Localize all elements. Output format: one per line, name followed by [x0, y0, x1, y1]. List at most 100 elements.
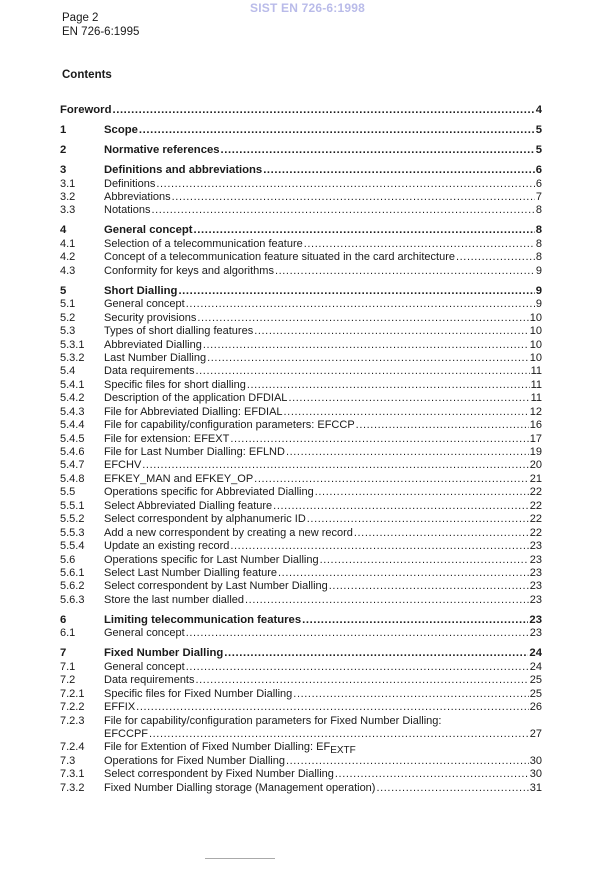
toc-entry[interactable]: 5.4.8 EFKEY_MAN and EFKEY_OP 21: [60, 473, 542, 486]
dot-leader: [286, 755, 529, 768]
toc-entry-title-text: EFFIX: [104, 701, 136, 714]
toc-entry[interactable]: 7.3.2 Fixed Number Dialling storage (Mana…: [60, 782, 542, 795]
toc-entry[interactable]: 5.4.4 File for capability/configuration p…: [60, 419, 542, 432]
toc-entry[interactable]: 1 Scope 5: [60, 124, 542, 137]
toc-entry[interactable]: 7.1 General concept 24: [60, 661, 542, 674]
toc-entry-title-text: General concept: [104, 627, 185, 640]
toc-entry-title-text: Short Dialling: [104, 284, 178, 297]
toc-entry[interactable]: 5.4.3 File for Abbreviated Dialling: EFDI…: [60, 406, 542, 419]
toc-entry[interactable]: 6 Limiting telecommunication features 23: [60, 614, 542, 627]
toc-entry[interactable]: 7.2.1 Specific files for Fixed Number Dia…: [60, 688, 542, 701]
toc-entry[interactable]: EFCCPF 27: [60, 728, 542, 741]
toc-entry[interactable]: Foreword 4: [60, 104, 542, 117]
toc-entry[interactable]: 5.1 General concept 9: [60, 298, 542, 311]
toc-entry[interactable]: 5.5.1 Select Abbreviated Dialling feature…: [60, 500, 542, 513]
dot-leader: [230, 433, 528, 446]
toc-entry[interactable]: 3 Definitions and abbreviations 6: [60, 164, 542, 177]
toc-entry-title: File for extension: EFEXT: [104, 433, 229, 446]
toc-entry-number: 7.3.2: [60, 781, 85, 794]
dot-leader: [196, 674, 529, 687]
dot-leader: [247, 379, 530, 392]
toc-entry-title: Data requirements: [104, 674, 195, 687]
dot-leader: [112, 104, 534, 117]
toc-entry-title: Short Dialling: [104, 285, 177, 298]
toc-entry-title: Abbreviations: [104, 191, 171, 204]
toc-entry-page: 10: [529, 338, 542, 351]
toc-entry-page: 8: [535, 224, 542, 237]
toc-entry[interactable]: 5.3.1 Abbreviated Dialling 10: [60, 339, 542, 352]
dot-leader: [315, 486, 529, 499]
toc-entry[interactable]: 3.2 Abbreviations 7: [60, 191, 542, 204]
toc-entry-title-text: Scope: [104, 124, 138, 137]
toc-entry[interactable]: 5.3 Types of short dialling features 10: [60, 325, 542, 338]
toc-entry-number: 5.4.7: [60, 459, 85, 472]
toc-entry-number: 5.6: [60, 553, 76, 566]
toc-entry[interactable]: 3.3 Notations 8: [60, 204, 542, 217]
toc-entry[interactable]: 7.2.3 File for capability/configuration p…: [60, 715, 542, 728]
toc-entry[interactable]: 5.5.2 Select correspondent by alphanumeri…: [60, 513, 542, 526]
watermark: SIST EN 726-6:1998: [250, 1, 365, 15]
toc-entry[interactable]: 4.1 Selection of a telecommunication feat…: [60, 238, 542, 251]
toc-entry-page: 6: [535, 164, 542, 177]
toc-entry-page: 8: [535, 204, 542, 217]
dot-leader: [335, 768, 529, 781]
toc-entry-page: 23: [529, 540, 542, 553]
toc-entry-page: 23: [529, 627, 542, 640]
dot-leader: [186, 298, 535, 311]
toc-entry[interactable]: 5.4 Data requirements 11: [60, 365, 542, 378]
toc-entry-title: General concept: [104, 224, 193, 237]
dot-leader: [273, 500, 529, 513]
toc-entry-title: Description of the application DFDIAL: [104, 392, 287, 405]
toc-entry[interactable]: 5.4.7 EFCHV 20: [60, 459, 542, 472]
toc-entry[interactable]: 3.1 Definitions 6: [60, 178, 542, 191]
toc-entry-title-text: EFCHV: [104, 459, 142, 472]
toc-entry-number: 5.6.3: [60, 593, 85, 606]
dot-leader: [207, 352, 529, 365]
toc-entry-title: Operations specific for Last Number Dial…: [104, 554, 319, 567]
toc-entry[interactable]: 7.3 Operations for Fixed Number Dialling 3…: [60, 755, 542, 768]
toc-entry[interactable]: 5.4.5 File for extension: EFEXT 17: [60, 433, 542, 446]
toc-entry[interactable]: 5.6.1 Select Last Number Dialling feature…: [60, 567, 542, 580]
toc-entry[interactable]: 2 Normative references 5: [60, 144, 542, 157]
toc-entry[interactable]: 5.3.2 Last Number Dialling 10: [60, 352, 542, 365]
toc-entry-number: 7.3: [60, 754, 76, 767]
toc-entry-title: Select Abbreviated Dialling feature: [104, 500, 272, 513]
toc-entry[interactable]: 5.5.3 Add a new correspondent by creating…: [60, 527, 542, 540]
table-of-contents: Foreword 4 1 Scope 5 2 Normative references 5 3 D…: [60, 104, 542, 795]
toc-entry[interactable]: 5.6.3 Store the last number dialled 23: [60, 594, 542, 607]
toc-entry[interactable]: 5.6.2 Select correspondent by Last Number…: [60, 580, 542, 593]
toc-entry-page: 23: [529, 613, 542, 626]
toc-entry[interactable]: 6.1 General concept 23: [60, 627, 542, 640]
toc-entry-title: EFCHV: [104, 459, 141, 472]
toc-entry[interactable]: 7.2.2 EFFIX 26: [60, 701, 542, 714]
toc-entry[interactable]: 7.3.1 Select correspondent by Fixed Numbe…: [60, 768, 542, 781]
toc-entry-title: Operations for Fixed Number Dialling: [104, 755, 285, 768]
toc-entry[interactable]: 5.4.2 Description of the application DFDI…: [60, 392, 542, 405]
toc-entry[interactable]: 4 General concept 8: [60, 224, 542, 237]
dot-leader: [356, 419, 529, 432]
toc-entry-number: 7.2.4: [60, 741, 85, 754]
dot-leader: [230, 540, 528, 553]
toc-entry[interactable]: 7.2.4 File for Extention of Fixed Number …: [60, 741, 542, 756]
toc-entry-title-text: Add a new correspondent by creating a ne…: [104, 526, 353, 539]
toc-entry[interactable]: 4.3 Conformity for keys and algorithms 9: [60, 265, 542, 278]
toc-entry-title: Select correspondent by alphanumeric ID: [104, 513, 306, 526]
toc-entry-title: Store the last number dialled: [104, 594, 244, 607]
toc-entry[interactable]: 7.2 Data requirements 25: [60, 674, 542, 687]
toc-entry[interactable]: 5.2 Security provisions 10: [60, 312, 542, 325]
toc-entry[interactable]: 5.4.1 Specific files for short dialling 11: [60, 379, 542, 392]
toc-entry-title-text: Fixed Number Dialling storage (Managemen…: [104, 781, 376, 794]
dot-leader: [263, 164, 535, 177]
toc-entry-page: 20: [529, 459, 542, 472]
toc-entry-title-text: General concept: [104, 224, 193, 237]
toc-entry[interactable]: 7 Fixed Number Dialling 24: [60, 647, 542, 660]
toc-entry-title: Concept of a telecommunication feature s…: [104, 251, 455, 264]
toc-entry[interactable]: 5.5.4 Update an existing record 23: [60, 540, 542, 553]
toc-entry[interactable]: 4.2 Concept of a telecommunication featur…: [60, 251, 542, 264]
toc-entry[interactable]: 5.6 Operations specific for Last Number D…: [60, 554, 542, 567]
toc-entry[interactable]: 5.4.6 File for Last Number Dialling: EFLN…: [60, 446, 542, 459]
toc-entry-title: Types of short dialling features: [104, 325, 253, 338]
toc-entry-page: 5: [535, 144, 542, 157]
toc-entry[interactable]: 5.5 Operations specific for Abbreviated D…: [60, 486, 542, 499]
toc-entry[interactable]: 5 Short Dialling 9: [60, 285, 542, 298]
